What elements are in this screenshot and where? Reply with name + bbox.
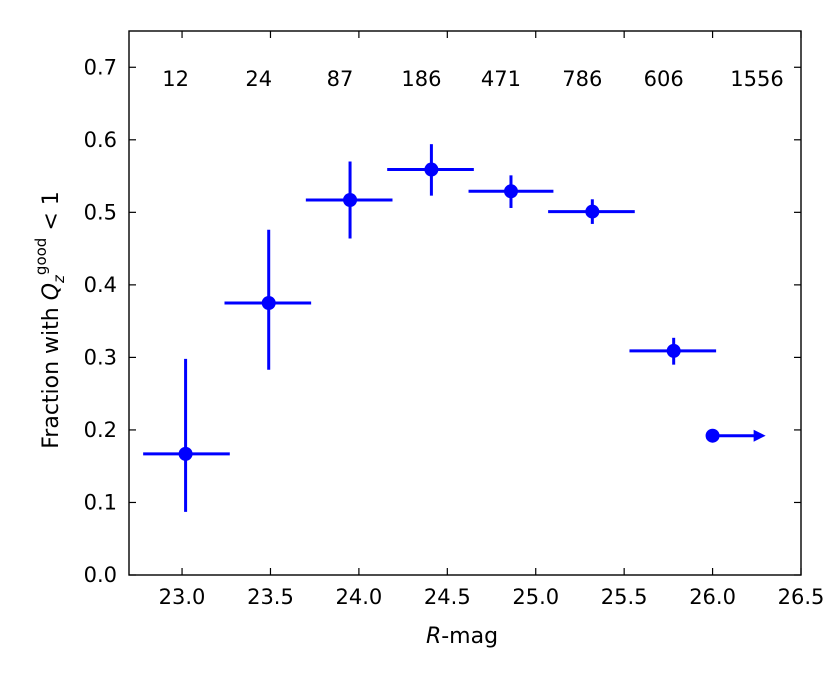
y-tick-label: 0.2 bbox=[84, 418, 117, 442]
y-axis-label-prefix: Fraction with bbox=[39, 300, 64, 448]
x-tick-label: 25.5 bbox=[601, 585, 648, 609]
bin-count-label: 1556 bbox=[730, 67, 783, 91]
y-axis-label-var: Q bbox=[39, 283, 64, 300]
data-point bbox=[178, 446, 193, 461]
y-tick-label: 0.4 bbox=[84, 273, 117, 297]
x-tick-label: 26.0 bbox=[689, 585, 736, 609]
bin-count-label: 606 bbox=[644, 67, 684, 91]
x-tick-label: 24.0 bbox=[336, 585, 383, 609]
chart-marks bbox=[143, 144, 766, 512]
plot-frame bbox=[128, 30, 802, 576]
bin-count-label: 186 bbox=[401, 67, 441, 91]
x-axis-label-italic: R bbox=[426, 624, 441, 649]
axis-ticks: 23.0 23.5 24.0 24.5 25.0 25.5 26.0 26.5 0.0 0.1 0.… bbox=[84, 31, 825, 609]
x-tick-label: 23.5 bbox=[247, 585, 294, 609]
bin-count-label: 471 bbox=[481, 67, 521, 91]
bin-count-label: 12 bbox=[162, 67, 189, 91]
bin-count-label: 786 bbox=[562, 67, 602, 91]
data-point bbox=[261, 296, 276, 310]
lower-limit-point bbox=[705, 428, 720, 443]
x-tick-label: 24.5 bbox=[424, 585, 471, 609]
bin-count-labels: 12 24 87 186 471 786 606 1556 bbox=[162, 67, 784, 91]
y-tick-label: 0.1 bbox=[84, 490, 117, 514]
bin-count-label: 24 bbox=[245, 67, 272, 91]
data-point bbox=[666, 343, 681, 358]
y-tick-label: 0.7 bbox=[84, 55, 117, 79]
y-tick-label: 0.0 bbox=[84, 563, 117, 587]
data-point bbox=[343, 193, 358, 208]
x-tick-label: 26.5 bbox=[778, 585, 825, 609]
y-axis-label-sub: z bbox=[50, 274, 68, 284]
x-tick-label: 25.0 bbox=[512, 585, 559, 609]
bin-count-label: 87 bbox=[327, 67, 354, 91]
y-axis-label: Fraction with Qzgood < 1 bbox=[32, 191, 68, 449]
x-axis-label-rest: -mag bbox=[441, 624, 498, 649]
lower-limit-arrow-head bbox=[753, 429, 766, 442]
y-tick-label: 0.3 bbox=[84, 345, 117, 369]
x-axis-label: R-mag bbox=[426, 624, 498, 649]
data-point bbox=[503, 184, 518, 199]
y-axis-label-sup: good bbox=[32, 238, 50, 275]
x-tick-label: 23.0 bbox=[159, 585, 206, 609]
y-axis-label-suffix: < 1 bbox=[39, 191, 64, 237]
y-tick-label: 0.6 bbox=[84, 128, 117, 152]
data-point bbox=[424, 162, 439, 177]
y-tick-label: 0.5 bbox=[84, 200, 117, 224]
data-point bbox=[585, 204, 600, 219]
